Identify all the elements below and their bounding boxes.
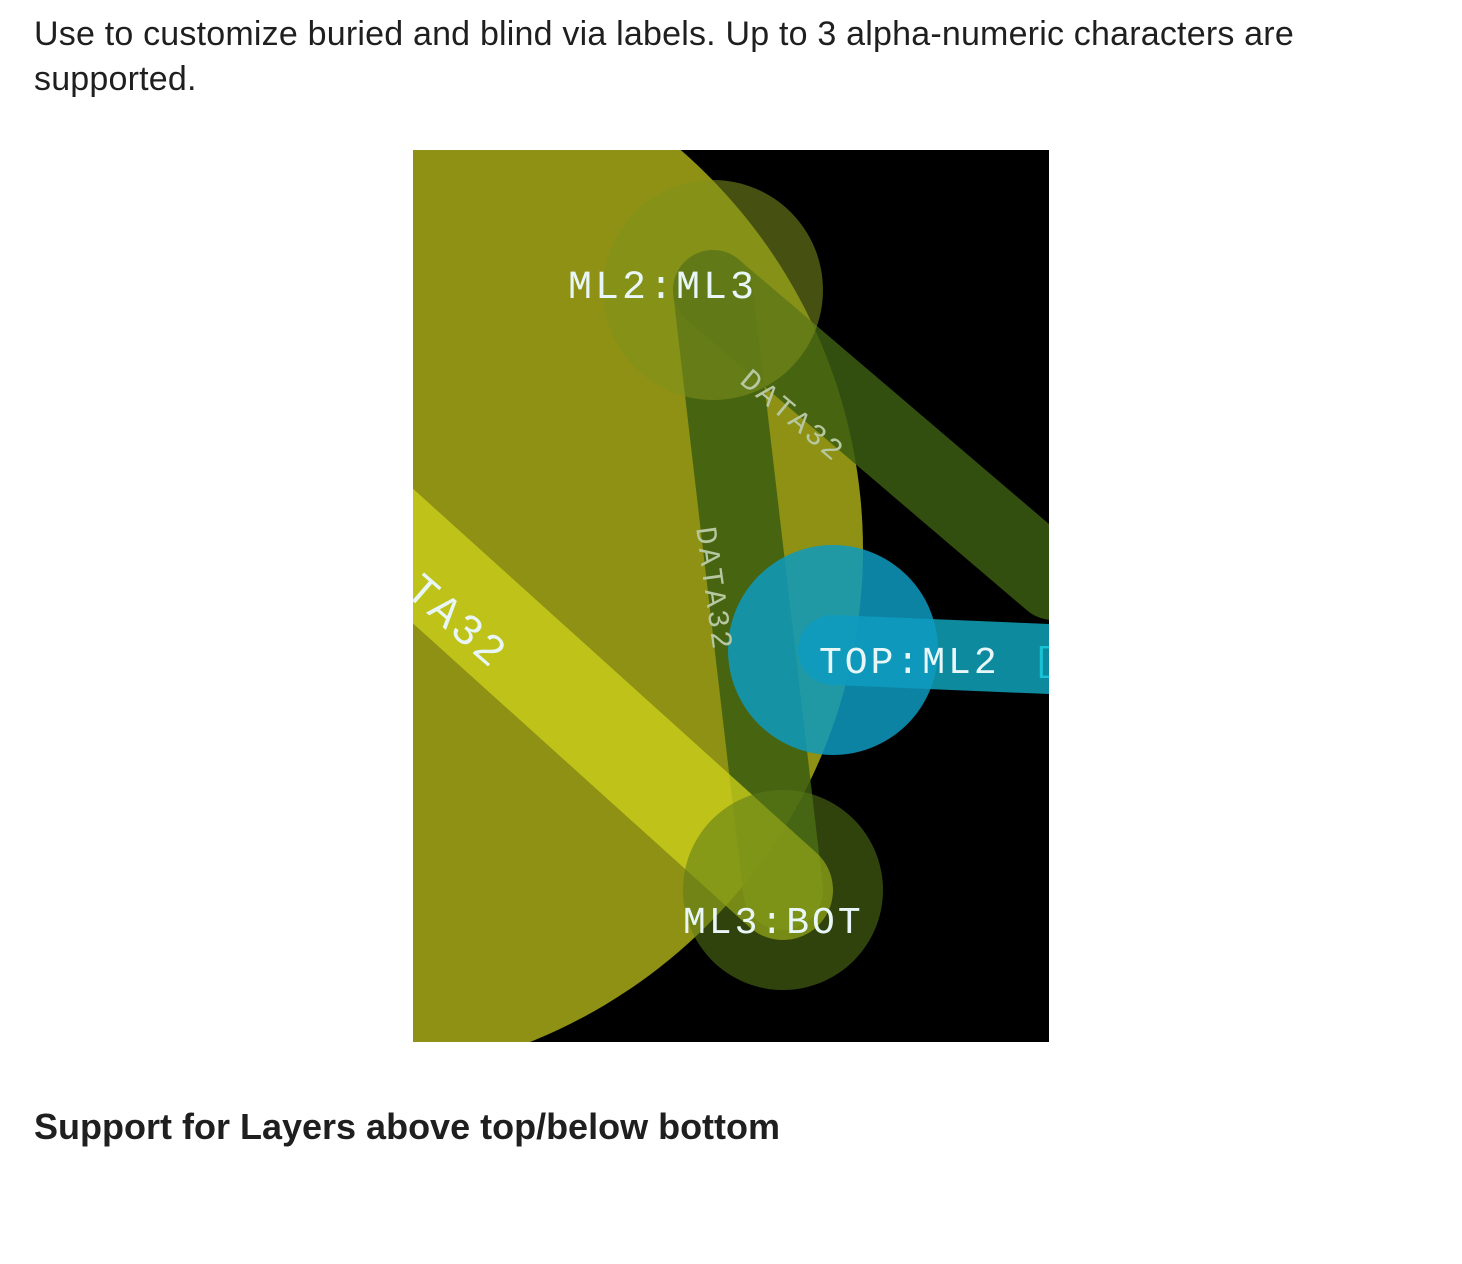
section-heading-layers-above-below: Support for Layers above top/below botto… <box>34 1106 1428 1148</box>
lbl-ml2-ml3: ML2:ML3 <box>568 266 757 311</box>
page-root: Use to customize buried and blind via la… <box>0 0 1462 1264</box>
lbl-top-ml2: TOP:ML2 <box>819 642 1000 685</box>
lbl-ml3-bot: ML3:BOT <box>683 902 864 945</box>
layer-via-diagram: DATA32DATA32TA32ML2:ML3TOP:ML2ML3:BOT[ <box>413 150 1049 1042</box>
intro-paragraph: Use to customize buried and blind via la… <box>34 12 1428 102</box>
via-ml3-bot <box>683 790 883 990</box>
right-edge-bracket-glyph: [ <box>1033 644 1049 682</box>
figure-container: DATA32DATA32TA32ML2:ML3TOP:ML2ML3:BOT[ <box>34 150 1428 1042</box>
